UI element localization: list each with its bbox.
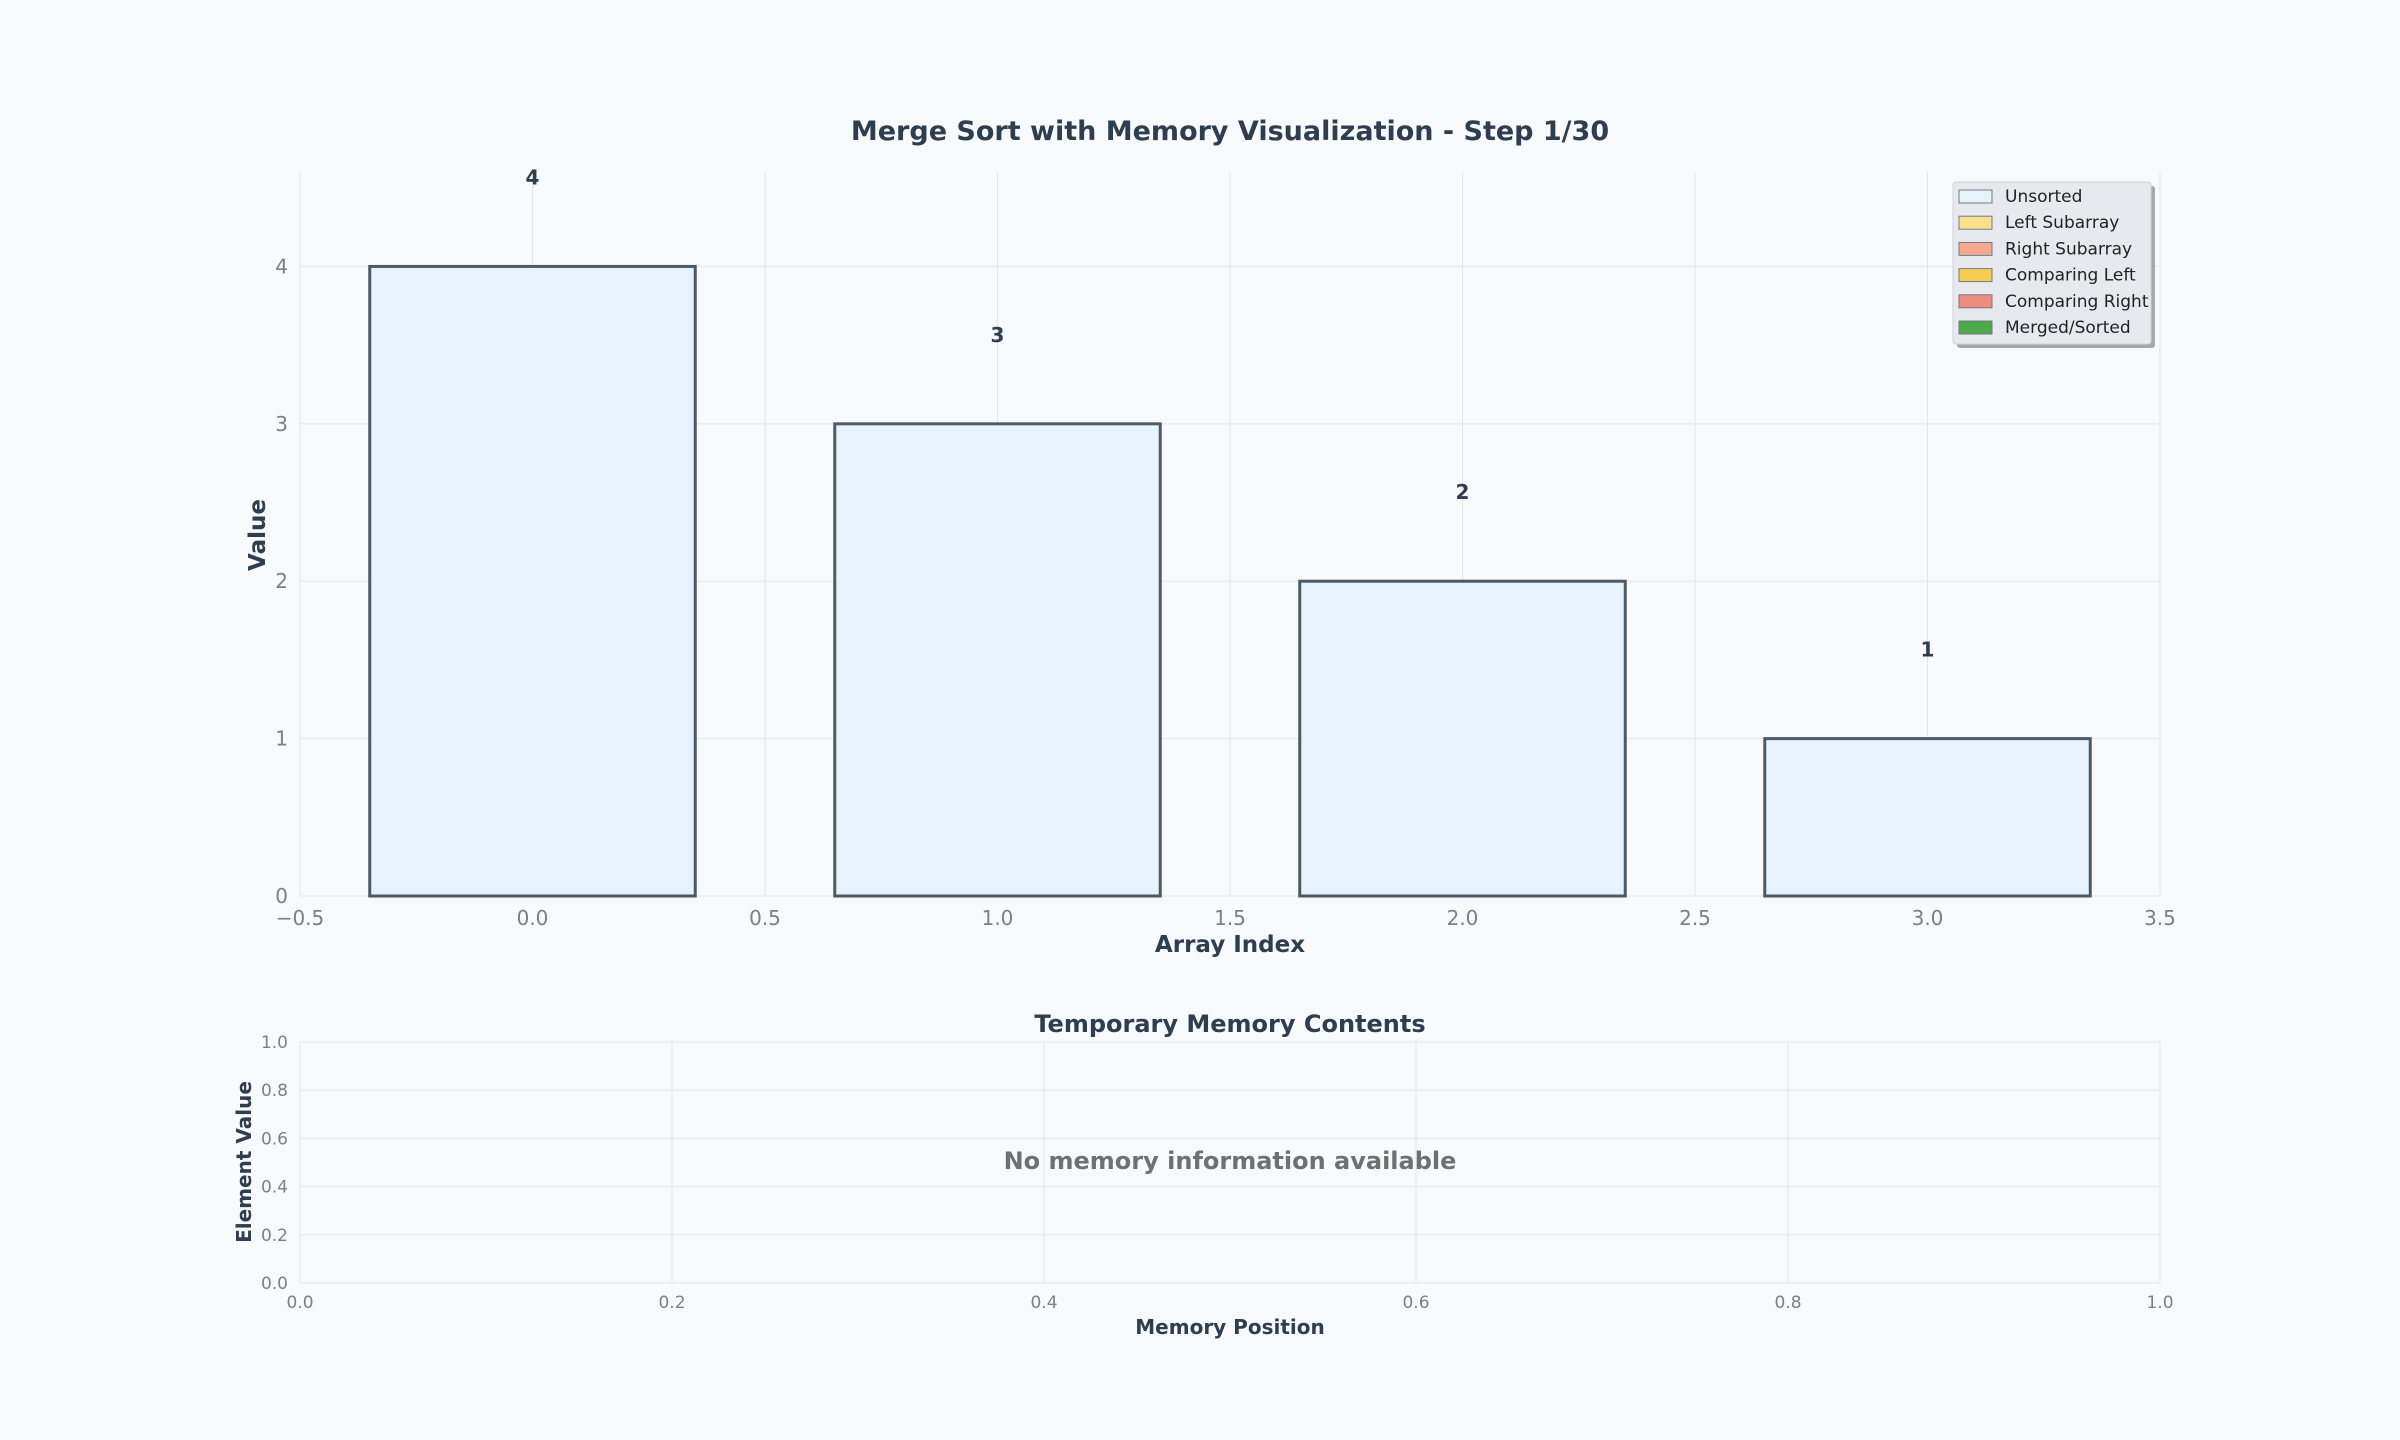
bar-value-label-1: 3 <box>991 323 1005 347</box>
memory-chart-title: Temporary Memory Contents <box>1034 1010 1425 1038</box>
legend-swatch-2 <box>1958 241 1993 256</box>
array-bar-2 <box>1298 579 1627 898</box>
main-y-axis-label: Value <box>245 499 271 571</box>
memory-chart: Temporary Memory Contents 0.0 0.2 0.4 0.6 0.… <box>232 1010 2174 1339</box>
legend-label-5: Merged/Sorted <box>2005 318 2131 338</box>
array-bar-1 <box>833 422 1162 898</box>
memory-x-tick-label: 1.0 <box>2146 1293 2173 1313</box>
legend-swatch-1 <box>1958 215 1993 230</box>
main-x-tick-label: 2.0 <box>1447 906 1479 930</box>
main-bar-value-labels: 4 3 2 1 <box>526 165 1935 661</box>
memory-gridlines <box>299 1041 2161 1284</box>
main-y-tick-label: 2 <box>275 569 288 593</box>
main-chart: Merge Sort with Memory Visualization - S… <box>245 116 2176 958</box>
main-y-tick-label: 0 <box>275 884 288 908</box>
legend-swatch-4 <box>1958 294 1993 309</box>
legend-swatch-5 <box>1958 320 1993 335</box>
main-x-tick-label: 1.5 <box>1214 906 1246 930</box>
memory-y-tick-label: 0.8 <box>261 1081 288 1101</box>
memory-empty-message: No memory information available <box>1004 1147 1457 1175</box>
legend: Unsorted Left Subarray Right Subarray Compa… <box>1952 181 2155 348</box>
memory-x-axis-label: Memory Position <box>1135 1315 1324 1339</box>
main-x-tick-label: 2.5 <box>1679 906 1711 930</box>
legend-items: Unsorted Left Subarray Right Subarray Compa… <box>1958 187 2149 338</box>
legend-label-2: Right Subarray <box>2005 239 2132 259</box>
memory-x-tick-label: 0.6 <box>1402 1293 1429 1313</box>
main-y-tick-label: 3 <box>275 412 288 436</box>
memory-x-tick-labels: 0.0 0.2 0.4 0.6 0.8 1.0 <box>286 1293 2173 1313</box>
memory-x-tick-label: 0.8 <box>1774 1293 1801 1313</box>
memory-y-tick-label: 1.0 <box>261 1033 288 1053</box>
main-x-tick-labels: −0.5 0.0 0.5 1.0 1.5 2.0 2.5 3.0 3.5 <box>276 906 2176 930</box>
main-y-tick-label: 4 <box>275 254 288 278</box>
main-x-tick-label: 3.0 <box>1912 906 1944 930</box>
bar-value-label-2: 2 <box>1456 480 1470 504</box>
memory-y-tick-label: 0.2 <box>261 1226 288 1246</box>
main-x-axis-label: Array Index <box>1155 932 1305 958</box>
memory-x-tick-label: 0.4 <box>1030 1293 1057 1313</box>
memory-y-tick-label: 0.6 <box>261 1129 288 1149</box>
memory-y-tick-labels: 0.0 0.2 0.4 0.6 0.8 1.0 <box>261 1033 288 1294</box>
main-x-tick-label: 3.5 <box>2144 906 2176 930</box>
memory-x-tick-label: 0.0 <box>286 1293 313 1313</box>
legend-swatch-0 <box>1958 189 1993 204</box>
main-y-tick-label: 1 <box>275 727 288 751</box>
legend-label-3: Comparing Left <box>2005 266 2136 286</box>
main-x-tick-label: −0.5 <box>276 906 325 930</box>
main-chart-title: Merge Sort with Memory Visualization - S… <box>851 116 1609 147</box>
bar-value-label-3: 1 <box>1921 638 1935 662</box>
array-bar-0 <box>368 264 697 898</box>
main-x-tick-label: 0.0 <box>517 906 549 930</box>
legend-label-0: Unsorted <box>2005 187 2082 207</box>
main-x-tick-label: 0.5 <box>749 906 781 930</box>
legend-swatch-3 <box>1958 268 1993 283</box>
main-x-tick-label: 1.0 <box>982 906 1014 930</box>
legend-label-1: Left Subarray <box>2005 213 2119 233</box>
memory-y-tick-label: 0.4 <box>261 1178 288 1198</box>
memory-x-tick-label: 0.2 <box>658 1293 685 1313</box>
main-y-tick-labels: 0 1 2 3 4 <box>275 254 288 908</box>
legend-label-4: Comparing Right <box>2005 292 2149 312</box>
array-bar-3 <box>1763 737 2092 898</box>
main-bars <box>368 264 2092 898</box>
memory-y-tick-label: 0.0 <box>261 1274 288 1294</box>
legend-box <box>1952 181 2152 345</box>
memory-y-axis-label: Element Value <box>232 1081 256 1243</box>
bar-value-label-0: 4 <box>526 165 540 189</box>
